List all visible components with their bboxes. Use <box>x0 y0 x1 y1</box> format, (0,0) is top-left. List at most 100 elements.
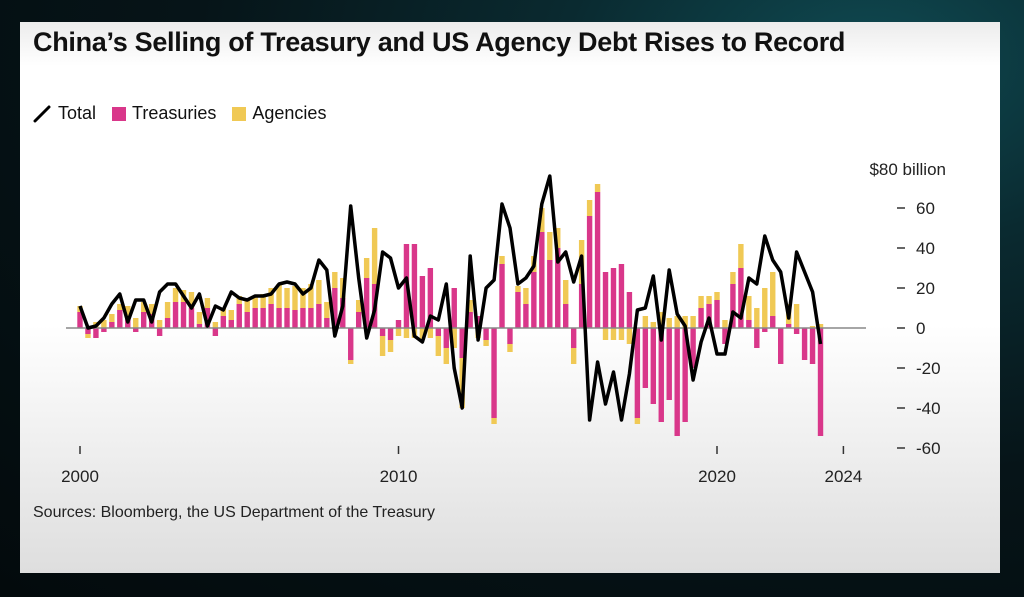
treasuries-bar <box>674 328 680 436</box>
agencies-bar <box>618 328 625 340</box>
agencies-bar <box>539 208 545 232</box>
agencies-bar <box>244 300 250 312</box>
legend: Total Treasuries Agencies <box>33 103 342 124</box>
treasuries-bar <box>467 312 473 328</box>
agencies-bar <box>738 244 744 268</box>
treasuries-bar <box>817 328 824 436</box>
treasuries-bar <box>778 328 784 364</box>
treasuries-bar <box>164 318 171 328</box>
treasuries-bar <box>690 328 696 368</box>
y-tick-label: 20 <box>916 279 935 298</box>
agencies-bar <box>355 300 362 312</box>
treasuries-bar <box>499 264 505 328</box>
treasuries-bar <box>276 308 282 328</box>
y-tick-label: -40 <box>916 399 941 418</box>
agencies-bar <box>228 310 234 320</box>
treasuries-bar <box>300 308 306 328</box>
treasuries-bar <box>754 328 760 348</box>
agencies-bar <box>499 256 505 264</box>
treasuries-bar <box>308 308 314 328</box>
x-tick-label: 2010 <box>380 467 418 486</box>
treasuries-bar <box>578 284 585 328</box>
treasuries-bar <box>268 304 274 328</box>
agencies-bar <box>722 320 728 328</box>
agencies-bar <box>363 258 370 278</box>
agencies-bar <box>467 300 473 312</box>
agencies-bar <box>371 228 378 284</box>
agencies-bar <box>156 320 163 328</box>
agencies-bar <box>252 296 258 308</box>
agencies-bar <box>125 306 131 318</box>
agencies-bar <box>308 284 314 308</box>
agencies-bar <box>435 336 442 356</box>
legend-item-total: Total <box>33 103 96 124</box>
treasuries-bar <box>515 292 521 328</box>
treasuries-bar <box>706 304 712 328</box>
agencies-bar <box>133 318 139 328</box>
agencies-bar <box>395 328 402 336</box>
treasuries-bar <box>332 288 338 328</box>
agencies-bar <box>483 340 489 346</box>
treasuries-bar <box>340 298 346 328</box>
agencies-bar <box>427 328 434 338</box>
agencies-bar <box>419 328 426 340</box>
agencies-bar <box>507 344 513 352</box>
treasuries-bar <box>793 328 800 334</box>
treasuries-bar <box>570 328 577 348</box>
agencies-bar <box>300 288 306 308</box>
x-tick-label: 2000 <box>61 467 99 486</box>
agencies-bar <box>324 302 330 318</box>
treasuries-bar <box>348 328 354 360</box>
treasuries-bar <box>666 328 672 400</box>
treasuries-bar <box>650 328 656 404</box>
legend-item-treasuries: Treasuries <box>112 103 216 124</box>
agencies-bar <box>403 328 410 338</box>
agencies-bar <box>650 322 656 328</box>
treasuries-bar <box>523 304 529 328</box>
treasuries-bar <box>141 312 147 328</box>
treasuries-bar <box>172 302 179 328</box>
treasuries-bar <box>316 304 322 328</box>
agencies-bar <box>682 316 688 328</box>
agencies-bar <box>276 284 282 308</box>
treasuries-bar <box>642 328 649 388</box>
treasuries-bar <box>387 328 394 340</box>
agencies-bar <box>714 292 720 300</box>
agencies-bar <box>332 272 338 288</box>
agencies-bar <box>754 308 760 328</box>
agencies-bar <box>148 304 155 314</box>
agencies-bar <box>666 318 672 328</box>
agencies-bar <box>730 272 736 284</box>
treasuries-bar <box>785 324 792 328</box>
treasuries-bar <box>586 216 593 328</box>
treasuries-bar <box>324 318 330 328</box>
treasuries-bar <box>292 310 298 328</box>
legend-label-agencies: Agencies <box>252 103 327 123</box>
treasuries-bar <box>626 292 633 328</box>
agencies-bar <box>204 298 211 308</box>
treasuries-bar <box>531 272 537 328</box>
agencies-bar <box>212 322 219 328</box>
x-tick-label: 2020 <box>698 467 736 486</box>
agencies-bar <box>316 280 322 304</box>
agencies-bar <box>594 184 601 192</box>
treasuries-swatch-icon <box>112 106 127 121</box>
y-tick-label: -20 <box>916 359 941 378</box>
agencies-bar <box>236 296 242 304</box>
treasuries-bar <box>682 328 688 422</box>
agencies-bar <box>626 328 633 344</box>
agencies-swatch-icon <box>232 106 247 121</box>
agencies-bar <box>348 360 354 364</box>
treasuries-bar <box>156 328 163 336</box>
treasuries-bar <box>507 328 513 344</box>
agencies-bar <box>658 312 664 328</box>
treasuries-bar <box>411 244 418 328</box>
agencies-bar <box>117 304 123 310</box>
treasuries-bar <box>770 316 776 328</box>
treasuries-bar <box>244 312 250 328</box>
agencies-bar <box>188 292 195 308</box>
agencies-bar <box>770 272 776 316</box>
treasuries-bar <box>419 276 426 328</box>
y-axis-unit-label: $80 billion <box>869 160 946 179</box>
treasuries-bar <box>117 310 123 328</box>
